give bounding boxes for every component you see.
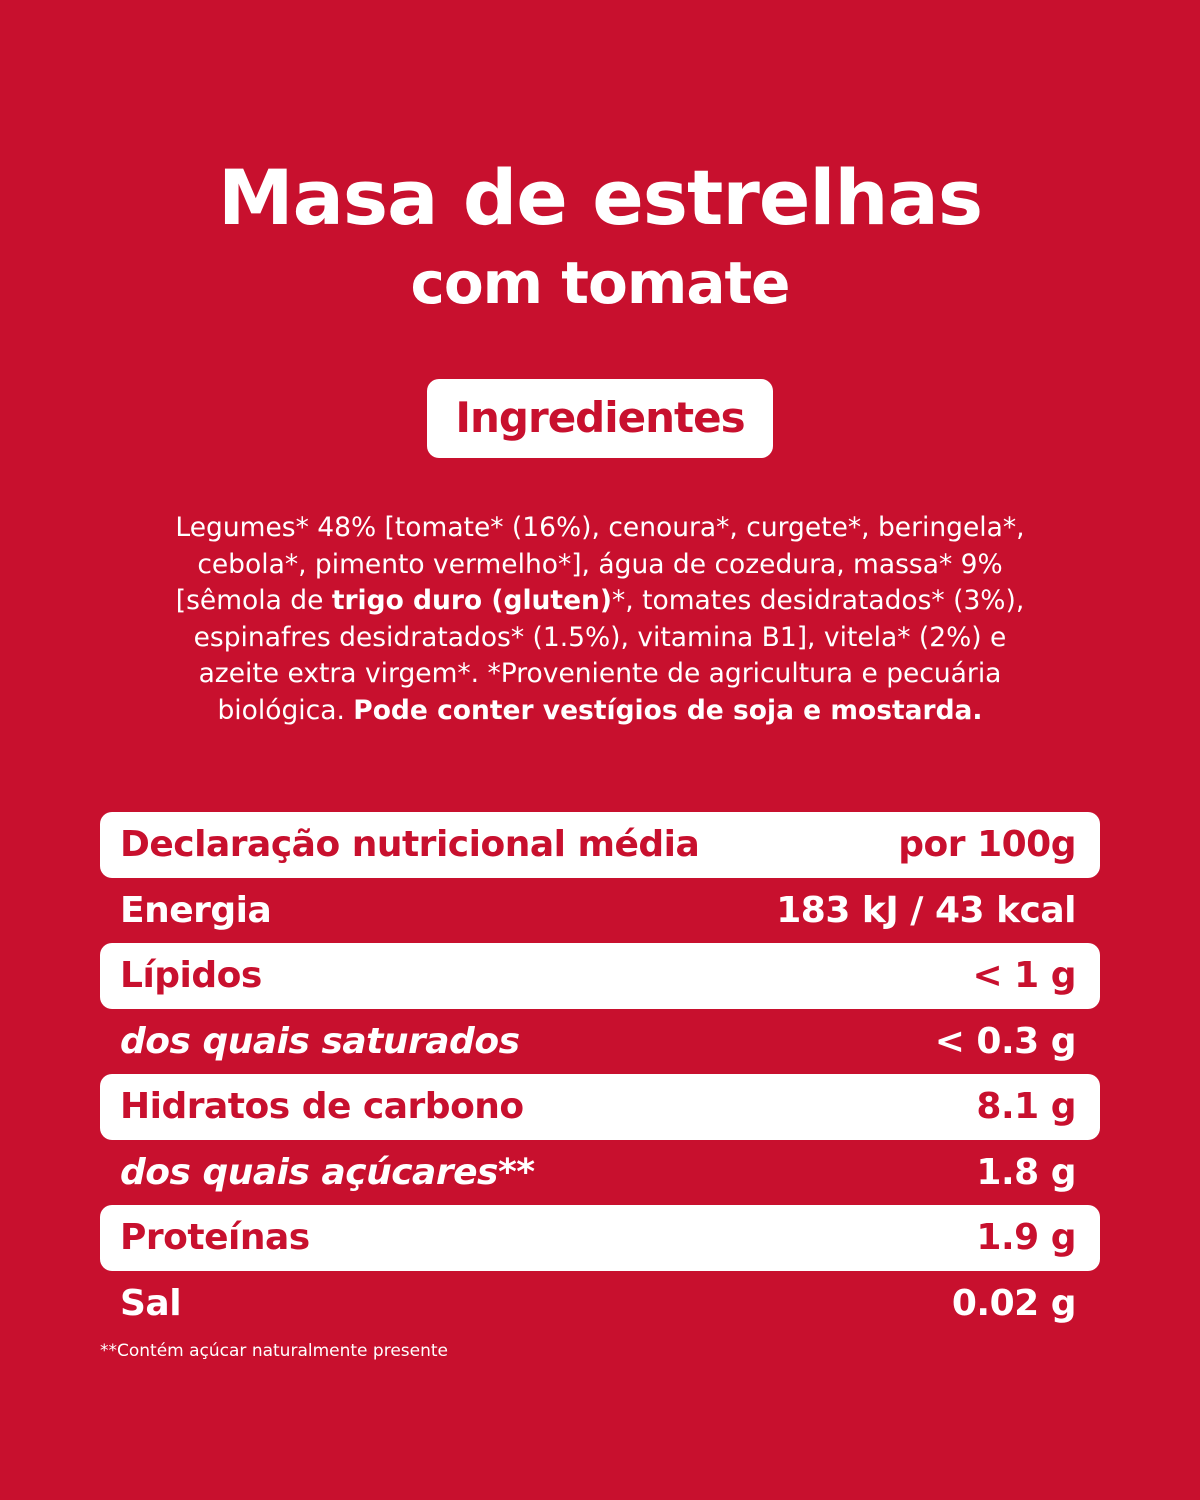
ingredients-line: [sêmola de trigo duro (gluten)*, tomates…: [175, 585, 1025, 616]
nutrient-value: 1.9 g: [976, 1217, 1076, 1259]
nutrition-header-row: Declaração nutricional média por 100g: [100, 812, 1100, 878]
nutrient-value: < 1 g: [972, 955, 1076, 997]
ingredients-line: azeite extra virgem*. *Proveniente de ag…: [198, 658, 1002, 689]
allergen-gluten: trigo duro (gluten): [331, 585, 613, 616]
nutrition-header-value: por 100g: [898, 824, 1076, 866]
nutrient-label: Energia: [120, 889, 272, 931]
nutrition-row-energia: Energia 183 kJ / 43 kcal: [100, 878, 1100, 944]
nutrient-value: 8.1 g: [976, 1086, 1076, 1128]
product-title: Masa de estrelhas: [217, 153, 983, 242]
nutrient-label: Sal: [120, 1282, 182, 1324]
nutrient-label: Lípidos: [120, 955, 262, 997]
nutrition-table: Declaração nutricional média por 100g En…: [100, 812, 1100, 1336]
allergen-warning: Pode conter vestígios de soja e mostarda…: [353, 694, 983, 726]
ingredients-heading: Ingredientes: [427, 379, 773, 458]
nutrition-header-label: Declaração nutricional média: [120, 824, 700, 866]
nutrition-row-saturados: dos quais saturados < 0.3 g: [100, 1009, 1100, 1075]
footnote: **Contém açúcar naturalmente presente: [100, 1341, 448, 1361]
product-subtitle: com tomate: [410, 249, 790, 317]
nutrition-row-acucares: dos quais açúcares** 1.8 g: [100, 1140, 1100, 1206]
ingredients-line: biológica. Pode conter vestígios de soja…: [217, 694, 983, 726]
nutrient-label: dos quais açúcares**: [120, 1151, 535, 1193]
nutrient-label: Proteínas: [120, 1217, 310, 1259]
nutrient-label: Hidratos de carbono: [120, 1086, 524, 1128]
nutrient-value: 183 kJ / 43 kcal: [776, 889, 1076, 931]
ingredients-line: Legumes* 48% [tomate* (16%), cenoura*, c…: [175, 512, 1025, 543]
nutrient-value: 0.02 g: [951, 1282, 1077, 1324]
nutrition-row-lipidos: Lípidos < 1 g: [100, 943, 1100, 1009]
ingredients-line: espinafres desidratados* (1.5%), vitamin…: [193, 621, 1007, 653]
ingredients-text: Legumes* 48% [tomate* (16%), cenoura*, c…: [100, 510, 1100, 729]
nutrition-row-proteinas: Proteínas 1.9 g: [100, 1205, 1100, 1271]
nutrient-value: 1.8 g: [976, 1151, 1076, 1193]
ingredients-line: cebola*, pimento vermelho*], água de coz…: [197, 548, 1003, 580]
nutrition-row-hidratos: Hidratos de carbono 8.1 g: [100, 1074, 1100, 1140]
nutrient-value: < 0.3 g: [934, 1020, 1077, 1062]
nutrition-row-sal: Sal 0.02 g: [100, 1271, 1100, 1337]
nutrient-label: dos quais saturados: [120, 1020, 520, 1062]
